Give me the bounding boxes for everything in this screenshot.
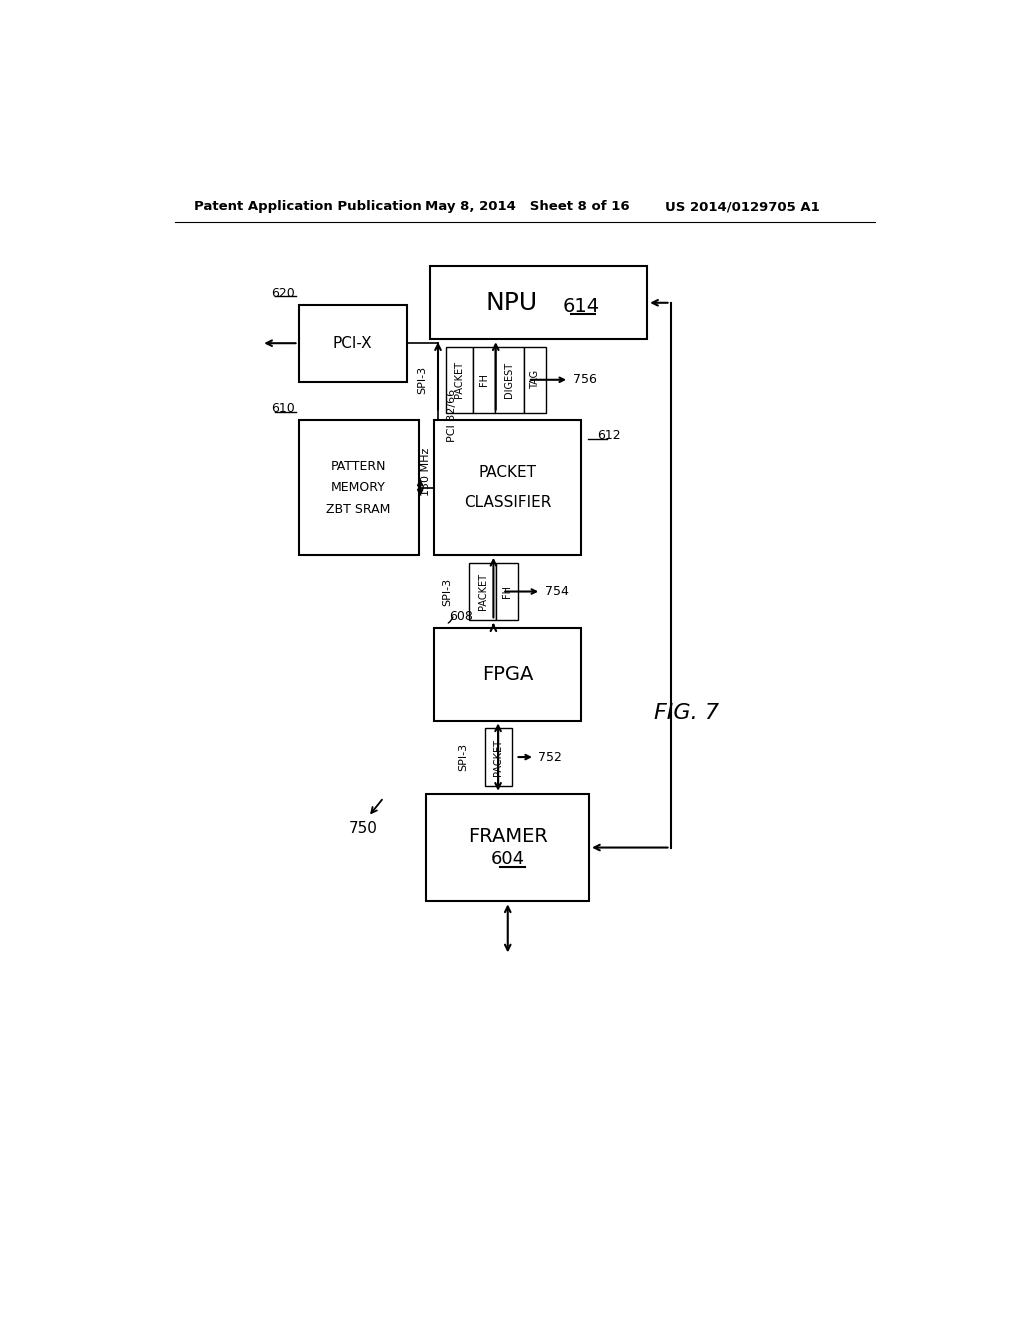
Text: SPI-3: SPI-3: [442, 577, 453, 606]
Text: FIG. 7: FIG. 7: [653, 702, 719, 723]
Text: NPU: NPU: [485, 290, 538, 314]
Text: FH: FH: [479, 374, 488, 387]
Bar: [484, 729, 512, 785]
Text: 604: 604: [490, 850, 525, 869]
Text: ZBT SRAM: ZBT SRAM: [327, 503, 391, 516]
Text: 614: 614: [563, 297, 600, 315]
Text: 612: 612: [597, 429, 621, 442]
Text: PATTERN: PATTERN: [331, 459, 386, 473]
Text: PACKET: PACKET: [477, 573, 487, 610]
Text: MEMORY: MEMORY: [331, 480, 386, 494]
Text: 752: 752: [539, 751, 562, 763]
Bar: [469, 562, 496, 620]
Text: PACKET: PACKET: [455, 362, 464, 399]
Text: US 2014/0129705 A1: US 2014/0129705 A1: [665, 201, 820, 214]
Text: PCI-X: PCI-X: [333, 335, 373, 351]
Text: PACKET: PACKET: [479, 465, 537, 479]
Text: DIGEST: DIGEST: [504, 362, 514, 397]
Bar: [495, 347, 524, 412]
Text: 608: 608: [450, 610, 473, 623]
Text: SPI-3: SPI-3: [458, 743, 468, 771]
Bar: [445, 347, 473, 412]
Text: 150 MHz: 150 MHz: [421, 447, 431, 496]
Bar: [434, 628, 582, 721]
Text: 750: 750: [349, 821, 378, 836]
Text: FPGA: FPGA: [482, 665, 534, 684]
Bar: [430, 267, 647, 339]
Text: PACKET: PACKET: [494, 739, 503, 776]
Bar: [299, 305, 407, 381]
Bar: [426, 793, 589, 902]
Text: SPI-3: SPI-3: [418, 366, 427, 393]
Text: PCI 32/66: PCI 32/66: [446, 389, 457, 442]
Bar: [496, 562, 518, 620]
Text: FRAMER: FRAMER: [468, 826, 548, 846]
Text: TAG: TAG: [529, 370, 540, 389]
Bar: [434, 420, 582, 554]
Text: 754: 754: [545, 585, 568, 598]
Text: Patent Application Publication: Patent Application Publication: [194, 201, 422, 214]
Text: CLASSIFIER: CLASSIFIER: [464, 495, 552, 511]
Text: 610: 610: [271, 403, 295, 416]
Bar: [473, 347, 495, 412]
Text: FH: FH: [502, 585, 512, 598]
Bar: [299, 420, 419, 554]
Text: 620: 620: [271, 286, 295, 300]
Text: 756: 756: [572, 374, 596, 387]
Text: May 8, 2014   Sheet 8 of 16: May 8, 2014 Sheet 8 of 16: [425, 201, 630, 214]
Bar: [524, 347, 546, 412]
